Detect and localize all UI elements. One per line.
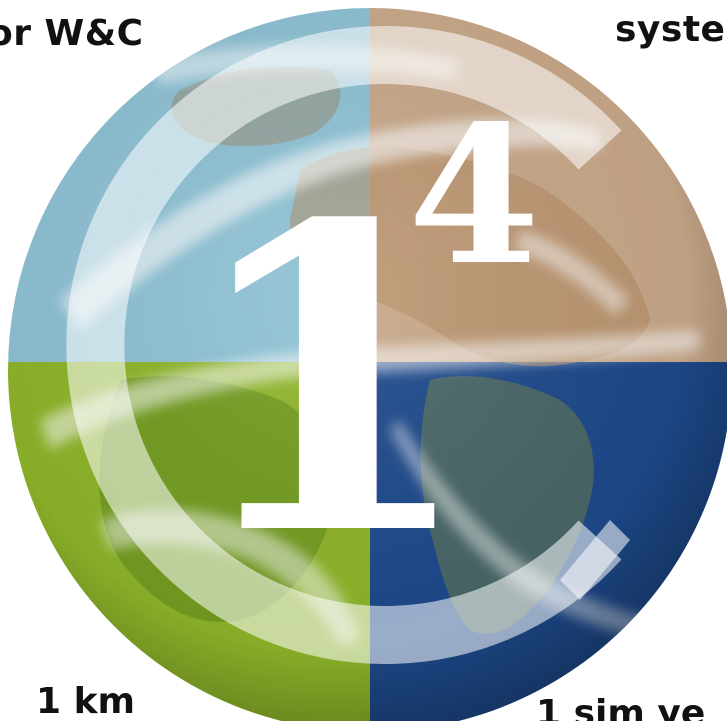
logo-exponent: 4 bbox=[408, 84, 540, 307]
ring-arc bbox=[66, 26, 622, 664]
label-top-right: syste bbox=[615, 9, 726, 50]
ring-arc-tail bbox=[560, 520, 630, 600]
label-top-left: or W&C bbox=[0, 13, 144, 54]
label-bottom-left: 1 km bbox=[36, 681, 136, 721]
logo-numeral: 1 bbox=[184, 135, 476, 628]
label-bottom-right: 1 sim ye bbox=[536, 693, 706, 721]
